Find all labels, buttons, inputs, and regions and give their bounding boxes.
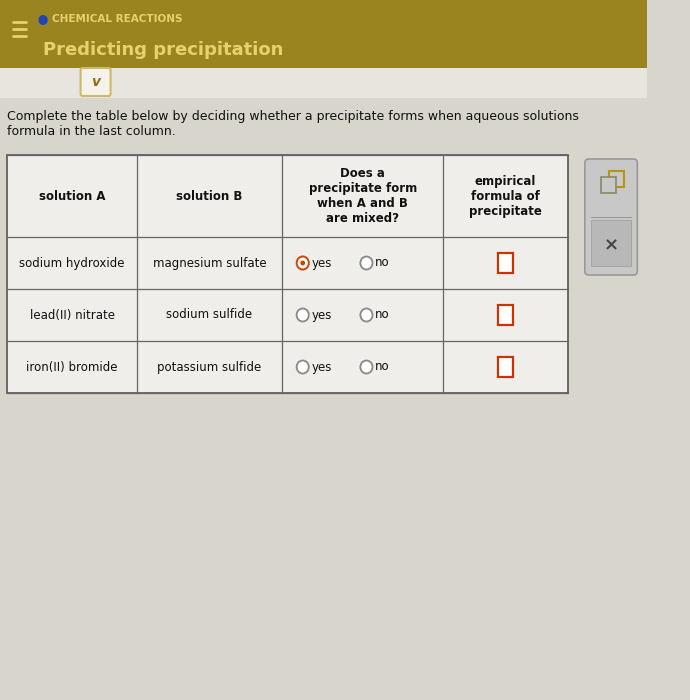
Bar <box>8 155 568 393</box>
Circle shape <box>296 256 310 270</box>
Text: yes: yes <box>312 256 332 270</box>
Bar <box>601 177 615 193</box>
Circle shape <box>300 260 305 265</box>
Text: sodium sulfide: sodium sulfide <box>166 309 253 321</box>
Bar <box>498 357 513 377</box>
Text: CHEMICAL REACTIONS: CHEMICAL REACTIONS <box>52 14 183 24</box>
Circle shape <box>297 258 308 269</box>
FancyBboxPatch shape <box>585 159 638 275</box>
Text: lead(II) nitrate: lead(II) nitrate <box>30 309 115 321</box>
Circle shape <box>360 256 373 270</box>
Text: solution A: solution A <box>39 190 106 202</box>
Text: ×: × <box>604 236 619 254</box>
Bar <box>498 305 513 325</box>
Circle shape <box>39 15 48 25</box>
Text: empirical
formula of
precipitate: empirical formula of precipitate <box>469 174 542 218</box>
Text: Predicting precipitation: Predicting precipitation <box>43 41 284 59</box>
Text: solution B: solution B <box>176 190 243 202</box>
Text: Complete the table below by deciding whether a precipitate forms when aqueous so: Complete the table below by deciding whe… <box>8 110 580 138</box>
Text: Does a
precipitate form
when A and B
are mixed?: Does a precipitate form when A and B are… <box>308 167 417 225</box>
Text: sodium hydroxide: sodium hydroxide <box>19 256 125 270</box>
Circle shape <box>360 309 373 321</box>
Text: yes: yes <box>312 360 332 374</box>
Circle shape <box>297 309 309 321</box>
Text: yes: yes <box>312 309 332 321</box>
Circle shape <box>360 360 373 374</box>
Text: magnesium sulfate: magnesium sulfate <box>152 256 266 270</box>
Text: no: no <box>375 256 390 270</box>
Text: potassium sulfide: potassium sulfide <box>157 360 262 374</box>
Bar <box>0 0 647 68</box>
Bar <box>0 68 647 98</box>
Bar <box>591 220 631 266</box>
Circle shape <box>297 360 309 374</box>
Text: iron(II) bromide: iron(II) bromide <box>26 360 118 374</box>
Text: no: no <box>375 360 390 374</box>
Bar <box>609 171 624 187</box>
Bar <box>498 253 513 273</box>
Text: no: no <box>375 309 390 321</box>
Text: v: v <box>91 75 100 89</box>
FancyBboxPatch shape <box>81 68 110 96</box>
